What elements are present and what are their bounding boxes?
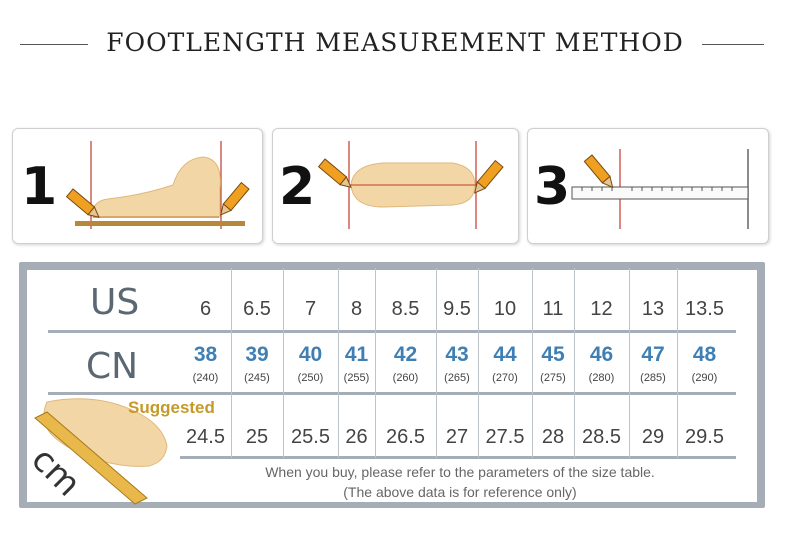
us-size-cell: 8.5: [391, 298, 420, 320]
cm-size-cell: 27: [445, 426, 469, 448]
header-rule-left: [20, 44, 88, 45]
cm-size-cell: 26: [345, 426, 368, 448]
cn-size-cell: 40: [298, 343, 323, 366]
us-size-cell: 13: [641, 298, 665, 320]
cn-mm-cell: (275): [540, 372, 566, 384]
us-size-cell: 12: [590, 298, 613, 320]
cn-size-cell: 38: [193, 343, 218, 366]
cn-row-label: CN: [86, 346, 139, 387]
foot-top-measure-icon: [317, 141, 504, 229]
us-size-cell: 6.5: [243, 298, 271, 320]
cn-mm-cell: (285): [640, 372, 666, 384]
cm-size-cell: 28: [541, 426, 565, 448]
cm-size-cell: 24.5: [186, 426, 225, 448]
note-line-1: When you buy, please refer to the parame…: [265, 464, 655, 480]
cm-size-cell: 29.5: [685, 426, 724, 448]
cn-size-cell: 43: [445, 343, 469, 366]
row-divider-cm: [180, 456, 736, 459]
cm-size-cell: 25: [245, 426, 269, 448]
cn-size-cell: 48: [692, 343, 717, 366]
cm-size-cell: 27.5: [485, 426, 525, 448]
us-size-cell: 7: [304, 298, 317, 320]
ruler-measure-icon: [571, 149, 749, 229]
us-size-cell: 10: [493, 298, 517, 320]
cm-size-cell: 29: [641, 426, 665, 448]
step-panel-3: 3: [527, 128, 769, 244]
column-divider: [532, 268, 533, 458]
cn-mm-cell: (240): [192, 372, 219, 384]
column-divider: [574, 268, 575, 458]
step-panel-2: 2: [272, 128, 519, 244]
us-size-cell: 6: [199, 298, 212, 320]
cn-size-cell: 41: [344, 343, 369, 366]
column-divider: [231, 268, 232, 458]
column-divider: [375, 268, 376, 458]
cm-size-cell: 25.5: [291, 426, 330, 448]
column-divider: [283, 268, 284, 458]
step-number-1: 1: [21, 157, 58, 217]
cn-size-cell: 46: [589, 343, 614, 366]
cn-mm-cell: (255): [343, 372, 370, 384]
foot-tape-measure-icon: [34, 398, 168, 505]
cn-mm-cell: (290): [691, 372, 718, 384]
cn-mm-cell: (245): [244, 372, 270, 384]
us-size-cell: 8: [350, 298, 363, 320]
column-divider: [629, 268, 630, 458]
cn-mm-cell: (250): [297, 372, 324, 384]
cn-size-cell: 42: [393, 343, 418, 366]
cn-size-cell: 47: [641, 343, 665, 366]
suggested-label: Suggested: [128, 398, 215, 417]
column-divider: [338, 268, 339, 458]
us-size-cell: 13.5: [685, 298, 724, 320]
cn-mm-cell: (260): [392, 372, 419, 384]
column-divider: [478, 268, 479, 458]
cn-mm-cell: (265): [444, 372, 470, 384]
page-title: FOOTLENGTH MEASUREMENT METHOD: [106, 28, 684, 57]
step-number-3: 3: [534, 157, 571, 217]
us-size-cell: 11: [542, 298, 564, 320]
note-line-2: (The above data is for reference only): [343, 484, 577, 500]
cn-size-cell: 39: [245, 343, 269, 366]
cm-size-cell: 28.5: [582, 426, 621, 448]
foot-side-measure-icon: [65, 141, 250, 229]
row-divider-cn: [48, 392, 736, 395]
column-divider: [677, 268, 678, 458]
cn-size-cell: 45: [541, 343, 565, 366]
us-size-cell: 9.5: [443, 298, 471, 320]
step-number-2: 2: [279, 157, 316, 217]
column-divider: [436, 268, 437, 458]
cn-mm-cell: (280): [588, 372, 615, 384]
header-rule-right: [702, 44, 764, 45]
cm-size-cell: 26.5: [386, 426, 425, 448]
us-row-label: US: [90, 282, 140, 323]
row-divider-us: [48, 330, 736, 333]
step-panel-1: 1: [12, 128, 263, 244]
cn-size-cell: 44: [493, 343, 517, 366]
header: FOOTLENGTH MEASUREMENT METHOD: [0, 20, 790, 70]
cn-mm-cell: (270): [492, 372, 518, 384]
